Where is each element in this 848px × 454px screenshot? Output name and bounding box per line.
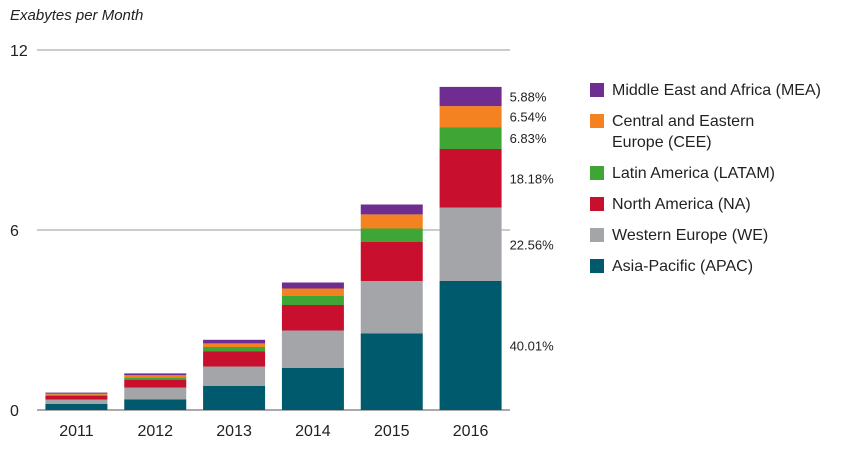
bar-segment-2016-1 <box>439 281 502 410</box>
bar-segment-2014-2 <box>281 330 344 368</box>
bar-segment-2011-2 <box>45 399 108 404</box>
x-tick-label: 2012 <box>137 423 173 440</box>
legend-swatch <box>590 166 604 180</box>
share-annotation: 22.56% <box>510 237 555 252</box>
legend-label: Asia-Pacific (APAC) <box>612 258 754 275</box>
legend-swatch <box>590 83 604 97</box>
x-tick-label: 2014 <box>295 423 331 440</box>
y-axis-label: Exabytes per Month <box>10 7 143 24</box>
bar-segment-2014-5 <box>281 288 344 296</box>
legend-label: Western Europe (WE) <box>612 227 769 244</box>
legend-item: Middle East and Africa (MEA) <box>590 80 845 101</box>
legend-label: Latin America (LATAM) <box>612 165 776 182</box>
legend: Middle East and Africa (MEA) Central and … <box>590 80 845 287</box>
bar-segment-2015-1 <box>360 333 423 410</box>
bar-segment-2013-3 <box>203 351 266 367</box>
share-annotation: 6.54% <box>510 110 547 125</box>
x-tick-label: 2011 <box>59 423 94 440</box>
legend-label: Central and Eastern Europe (CEE) <box>612 113 755 151</box>
bar-segment-2014-4 <box>281 296 344 305</box>
bar-segment-2012-2 <box>124 387 187 400</box>
bar-segment-2012-1 <box>124 399 187 410</box>
share-annotation: 40.01% <box>510 339 555 354</box>
y-tick-label: 6 <box>10 223 19 240</box>
legend-item: Central and Eastern Europe (CEE) <box>590 111 845 153</box>
legend-item: Latin America (LATAM) <box>590 163 845 184</box>
bar-segment-2015-3 <box>360 242 423 281</box>
legend-item: Asia-Pacific (APAC) <box>590 256 845 277</box>
legend-label: North America (NA) <box>612 196 751 213</box>
bar-segment-2015-5 <box>360 214 423 229</box>
bar-segment-2011-1 <box>45 404 108 410</box>
bar-segment-2012-4 <box>124 377 187 380</box>
bar-segment-2012-5 <box>124 375 187 378</box>
bar-segment-2013-1 <box>203 386 266 410</box>
legend-swatch <box>590 197 604 211</box>
bar-segment-2013-2 <box>203 366 266 386</box>
bar-segment-2014-3 <box>281 305 344 331</box>
legend-label: Middle East and Africa (MEA) <box>612 82 821 99</box>
bar-segment-2016-6 <box>439 86 502 107</box>
legend-swatch <box>590 114 604 128</box>
bar-segment-2015-4 <box>360 228 423 242</box>
bar-segment-2014-6 <box>281 282 344 289</box>
bar-segment-2016-5 <box>439 106 502 128</box>
share-annotation: 6.83% <box>510 131 547 146</box>
legend-item: North America (NA) <box>590 194 845 215</box>
legend-swatch <box>590 259 604 273</box>
legend-item: Western Europe (WE) <box>590 225 845 246</box>
bar-segment-2015-6 <box>360 204 423 215</box>
y-tick-label: 0 <box>10 403 19 420</box>
bar-segment-2011-5 <box>45 393 108 395</box>
bar-segment-2013-6 <box>203 339 266 344</box>
legend-swatch <box>590 228 604 242</box>
bar-segment-2011-3 <box>45 395 108 400</box>
bar-segment-2015-2 <box>360 281 423 334</box>
bar-segment-2012-3 <box>124 380 187 388</box>
share-annotation: 5.88% <box>510 90 547 105</box>
y-tick-label: 12 <box>10 43 28 60</box>
bar-segment-2011-6 <box>45 392 108 394</box>
bar-segment-2013-4 <box>203 347 266 352</box>
bar-segment-2014-1 <box>281 368 344 410</box>
bar-segment-2016-3 <box>439 149 502 208</box>
bar-segment-2016-4 <box>439 127 502 149</box>
bar-segment-2013-5 <box>203 343 266 347</box>
x-tick-label: 2013 <box>216 423 252 440</box>
share-annotation: 18.18% <box>510 171 555 186</box>
x-tick-label: 2015 <box>374 423 410 440</box>
bar-segment-2016-2 <box>439 207 502 281</box>
x-tick-label: 2016 <box>453 423 489 440</box>
bar-segment-2011-4 <box>45 394 108 396</box>
bar-segment-2012-6 <box>124 373 187 376</box>
